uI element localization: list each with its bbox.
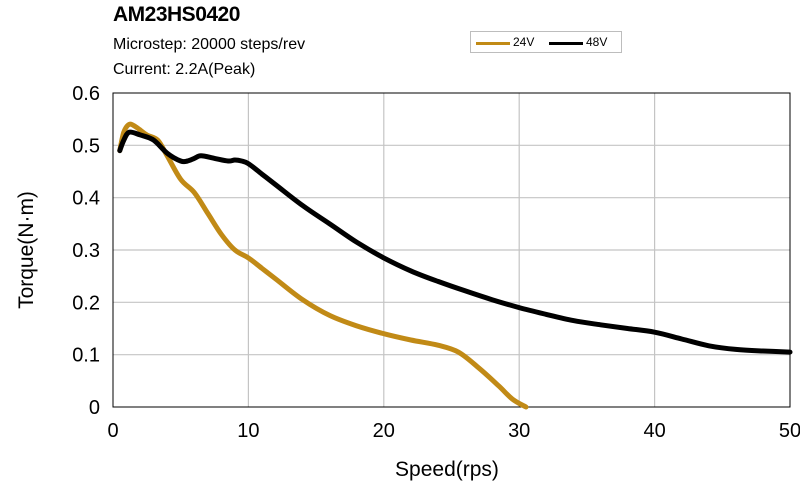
x-tick-label: 50 <box>779 420 800 442</box>
y-tick-label: 0.4 <box>72 188 100 210</box>
legend-label-24v: 24V <box>513 35 535 49</box>
y-tick-label: 0.5 <box>72 135 100 157</box>
y-tick-label: 0.6 <box>72 83 100 105</box>
x-tick-label: 10 <box>237 420 259 442</box>
x-tick-label: 0 <box>107 420 118 442</box>
microstep-label: Microstep: 20000 steps/rev <box>113 36 306 53</box>
axis-ticks: 0 10 20 30 40 50 0 0.1 0.2 0.3 0.4 0.5 0.6 <box>72 83 800 442</box>
legend-swatch-24v <box>476 42 510 45</box>
grid-lines <box>113 93 790 407</box>
legend-label-48v: 48V <box>586 35 608 49</box>
y-tick-label: 0.3 <box>72 240 100 262</box>
x-tick-label: 30 <box>508 420 530 442</box>
series-line-48v <box>117 129 793 355</box>
plot-frame <box>112 92 791 408</box>
series-line-24v <box>117 121 529 410</box>
current-label: Current: 2.2A(Peak) <box>113 61 256 78</box>
y-axis-label: Torque(N·m) <box>15 191 38 309</box>
y-tick-label: 0 <box>89 397 100 419</box>
chart-legend: 24V 48V <box>470 31 622 53</box>
series-lines <box>117 121 793 410</box>
x-axis-label: Speed(rps) <box>395 458 499 481</box>
chart-title: AM23HS0420 <box>113 3 240 26</box>
y-tick-label: 0.2 <box>72 292 100 314</box>
x-tick-label: 20 <box>373 420 395 442</box>
x-tick-label: 40 <box>643 420 665 442</box>
legend-swatch-48v <box>549 42 583 45</box>
y-tick-label: 0.1 <box>72 345 100 367</box>
